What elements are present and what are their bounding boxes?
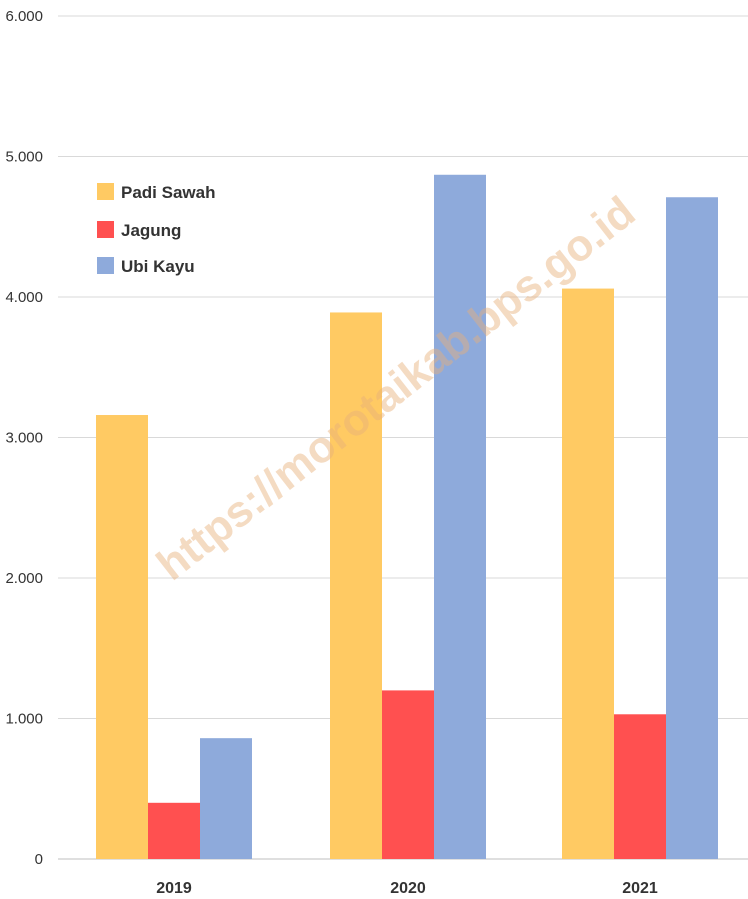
y-tick-label: 1.000 [5, 711, 43, 728]
bars [96, 174, 718, 860]
x-category-label: 2020 [390, 880, 426, 897]
legend-swatch [97, 257, 114, 274]
bar-jagung-2021 [614, 714, 666, 859]
y-tick-label: 6.000 [5, 8, 43, 25]
y-tick-label: 2.000 [5, 570, 43, 587]
y-tick-label: 3.000 [5, 430, 43, 447]
bar-jagung-2019 [148, 802, 200, 859]
bar-ubi-kayu-2021 [666, 197, 718, 859]
legend-label: Ubi Kayu [121, 257, 195, 276]
legend: Padi Sawah Jagung Ubi Kayu [97, 183, 215, 276]
bar-padi-sawah-2020 [330, 312, 382, 860]
y-tick-label: 0 [35, 851, 43, 868]
bar-padi-sawah-2021 [562, 288, 614, 859]
x-axis-categories: 2019 2020 2021 [156, 880, 658, 897]
x-category-label: 2021 [622, 880, 658, 897]
y-tick-label: 5.000 [5, 149, 43, 166]
legend-swatch [97, 221, 114, 238]
legend-label: Jagung [121, 221, 181, 240]
legend-swatch [97, 183, 114, 200]
bar-ubi-kayu-2019 [200, 738, 252, 859]
bar-padi-sawah-2019 [96, 415, 148, 859]
gridlines [58, 15, 748, 860]
bar-ubi-kayu-2020 [434, 174, 486, 859]
y-tick-label: 4.000 [5, 289, 43, 306]
bar-jagung-2020 [382, 690, 434, 859]
y-axis-ticks: 0 1.000 2.000 3.000 4.000 5.000 6.000 [5, 8, 43, 868]
x-category-label: 2019 [156, 880, 192, 897]
legend-label: Padi Sawah [121, 183, 215, 202]
